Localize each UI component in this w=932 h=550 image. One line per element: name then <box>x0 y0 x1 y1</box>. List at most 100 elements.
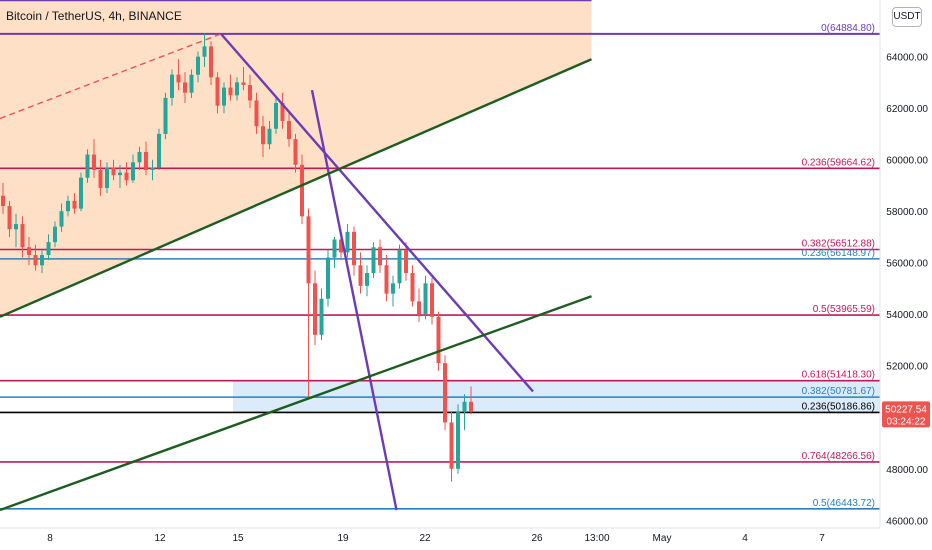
fib-label: 0.236(50186.86) <box>802 401 875 412</box>
trend-line <box>220 33 534 393</box>
candle-body <box>339 239 343 253</box>
candle-body <box>436 316 441 364</box>
y-tick-label: 46000.00 <box>886 516 928 527</box>
y-tick-label: 58000.00 <box>886 207 928 218</box>
candle-body <box>105 167 109 189</box>
candle-body <box>137 151 142 163</box>
candle-body <box>300 164 304 217</box>
fib-label: 0.382(56512.88) <box>802 239 875 250</box>
x-tick-label: 13:00 <box>584 533 609 544</box>
chart-title: Bitcoin / TetherUS, 4h, BINANCE <box>6 9 182 23</box>
candle-body <box>215 77 220 106</box>
candle-body <box>7 206 12 230</box>
x-tick-label: 19 <box>337 533 349 544</box>
y-tick-label: 52000.00 <box>886 362 928 373</box>
candle-body <box>163 97 168 134</box>
candle-body <box>1 195 5 207</box>
candle-body <box>313 283 317 335</box>
plot-area <box>0 0 880 512</box>
fib-label: 0.382(50781.67) <box>802 386 875 397</box>
candle-body <box>365 273 369 286</box>
candle-body <box>456 412 460 469</box>
x-tick-label: 15 <box>232 533 244 544</box>
candle-body <box>391 283 395 294</box>
candle-body <box>196 56 200 75</box>
candle-body <box>118 172 122 176</box>
y-tick-label: 56000.00 <box>886 259 928 270</box>
candle-body <box>98 169 103 189</box>
candle-body <box>144 151 148 170</box>
candle-body <box>254 100 259 127</box>
price-tag <box>882 401 930 428</box>
candle-body <box>111 167 116 176</box>
trend-line <box>0 58 592 318</box>
price-tag-countdown: 03:24:22 <box>887 416 926 427</box>
candle-body <box>235 82 239 96</box>
y-tick-label: 64000.00 <box>886 53 928 64</box>
price-tag-value: 50227.54 <box>885 404 927 415</box>
x-tick-label: 7 <box>819 533 825 544</box>
fib-label: 0.764(48266.56) <box>802 451 875 462</box>
candle-body <box>326 257 330 299</box>
candle-body <box>280 103 285 122</box>
fib-label: 0(64884.80) <box>821 23 875 34</box>
x-tick-label: 22 <box>419 533 431 544</box>
candle-body <box>202 46 207 57</box>
candle-body <box>384 265 389 294</box>
trend-line <box>0 295 592 512</box>
currency-button[interactable]: USDT <box>892 7 922 27</box>
candle-body <box>274 103 278 129</box>
candle-body <box>443 363 447 423</box>
candle-body <box>417 301 421 315</box>
x-tick-label: May <box>653 533 672 544</box>
candle-body <box>410 273 415 302</box>
candle-body <box>241 82 246 85</box>
candle-body <box>150 167 155 170</box>
x-tick-label: 4 <box>742 533 748 544</box>
candle-body <box>319 298 324 335</box>
candle-body <box>66 200 70 212</box>
y-tick-label: 60000.00 <box>886 156 928 167</box>
candle-body <box>423 283 428 315</box>
candle-body <box>27 247 31 255</box>
y-tick-label: 54000.00 <box>886 310 928 321</box>
candle-body <box>170 74 174 98</box>
candle-body <box>261 126 265 145</box>
candle-body <box>92 154 96 170</box>
candle-body <box>248 84 252 101</box>
fib-label: 0.236(56148.97) <box>802 248 875 259</box>
candle-body <box>430 283 434 317</box>
candle-body <box>332 239 337 258</box>
x-tick-label: 26 <box>531 533 543 544</box>
candle-body <box>40 254 44 266</box>
fib-label: 0.5(53965.59) <box>813 304 875 315</box>
candle-body <box>345 231 350 253</box>
candle-body <box>46 242 51 255</box>
candle-body <box>53 226 57 243</box>
candle-body <box>267 128 272 145</box>
candle-body <box>378 247 382 266</box>
candle-body <box>228 87 233 96</box>
x-tick-label: 8 <box>47 533 53 544</box>
candle-body <box>222 87 226 106</box>
candle-body <box>14 224 18 230</box>
candle-body <box>371 247 376 274</box>
candle-body <box>157 133 161 168</box>
candle-body <box>59 211 64 227</box>
x-tick-label: 12 <box>154 533 166 544</box>
candle-body <box>358 265 363 286</box>
candle-body <box>449 422 454 469</box>
fib-label: 0.236(59664.62) <box>802 157 875 168</box>
y-tick-label: 62000.00 <box>886 104 928 115</box>
candle-body <box>20 224 25 248</box>
candle-body <box>33 254 38 266</box>
trend-line <box>310 89 398 511</box>
y-tick-label: 48000.00 <box>886 465 928 476</box>
candle-body <box>287 121 291 140</box>
candle-body <box>462 401 467 413</box>
candle-body <box>397 249 402 284</box>
candle-body <box>79 177 83 209</box>
candle-body <box>124 172 129 181</box>
candle-body <box>72 200 77 209</box>
